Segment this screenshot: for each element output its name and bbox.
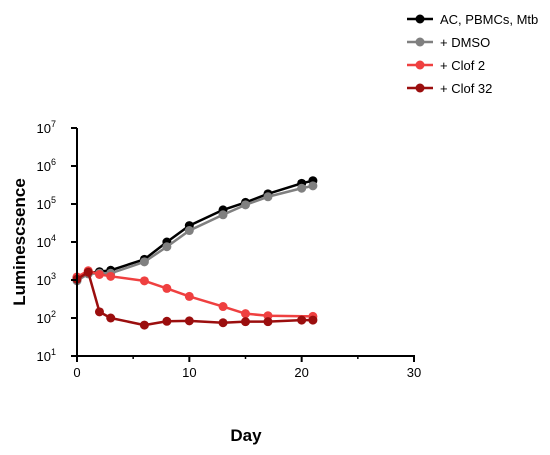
series-1 <box>72 181 318 286</box>
y-tick-label: 104 <box>37 233 56 250</box>
y-tick-exponent: 5 <box>51 195 56 205</box>
data-point <box>241 200 250 210</box>
y-tick-label: 102 <box>37 309 56 326</box>
legend-label: + Clof 32 <box>440 81 492 96</box>
data-point <box>184 226 194 236</box>
data-point <box>184 316 194 326</box>
x-tick-label: 20 <box>294 365 308 380</box>
data-point <box>162 242 172 252</box>
y-tick-base: 10 <box>37 235 51 250</box>
y-tick-base: 10 <box>37 159 51 174</box>
y-tick-label: 107 <box>37 119 56 136</box>
y-tick-exponent: 7 <box>51 119 56 129</box>
y-tick-exponent: 4 <box>51 233 56 243</box>
legend-label: + Clof 2 <box>440 58 485 73</box>
data-point <box>263 317 273 327</box>
data-point <box>297 183 307 193</box>
y-tick-exponent: 1 <box>51 347 56 357</box>
data-point <box>241 317 250 327</box>
legend-swatch-marker <box>415 37 425 47</box>
y-tick-base: 10 <box>37 197 51 212</box>
data-point <box>218 302 228 312</box>
y-tick-label: 105 <box>37 195 56 212</box>
plot-area <box>72 176 318 330</box>
x-tick-label: 0 <box>73 365 80 380</box>
y-tick-label: 103 <box>37 271 56 288</box>
series-line <box>76 270 313 327</box>
data-point <box>162 316 172 326</box>
legend-swatch-marker <box>415 60 425 70</box>
y-tick-base: 10 <box>37 273 51 288</box>
data-point <box>241 309 250 319</box>
legend-swatch-marker <box>415 83 425 93</box>
data-point <box>94 269 104 279</box>
data-point <box>106 271 116 281</box>
data-point <box>94 307 104 317</box>
data-point <box>308 181 318 191</box>
x-tick-label: 10 <box>182 365 196 380</box>
y-tick-base: 10 <box>37 349 51 364</box>
y-tick-exponent: 2 <box>51 309 56 319</box>
y-tick-label: 101 <box>37 347 56 364</box>
data-point <box>297 315 307 325</box>
data-point <box>218 318 228 328</box>
legend-item: + Clof 32 <box>407 81 492 96</box>
series-2 <box>72 266 318 321</box>
data-point <box>83 267 93 277</box>
legend-item: + Clof 2 <box>407 58 485 73</box>
legend-item: + DMSO <box>407 35 490 50</box>
data-point <box>263 192 273 202</box>
y-tick-base: 10 <box>37 311 51 326</box>
data-point <box>139 257 149 267</box>
data-point <box>162 283 172 293</box>
legend-item: AC, PBMCs, Mtb <box>407 12 538 27</box>
legend-label: + DMSO <box>440 35 490 50</box>
y-tick-base: 10 <box>37 121 51 136</box>
series-3 <box>72 267 318 330</box>
data-point <box>218 210 228 220</box>
data-point <box>308 315 318 325</box>
legend-label: AC, PBMCs, Mtb <box>440 12 538 27</box>
data-point <box>184 291 194 301</box>
y-tick-exponent: 6 <box>51 157 56 167</box>
data-point <box>106 313 116 323</box>
y-tick-exponent: 3 <box>51 271 56 281</box>
y-tick-label: 106 <box>37 157 56 174</box>
legend: AC, PBMCs, Mtb + DMSO + Clof 2 + Clof 32 <box>407 12 538 96</box>
y-axis-title: Luminescsence <box>10 178 29 306</box>
x-axis-title: Day <box>230 426 262 445</box>
data-point <box>139 276 149 286</box>
x-tick-label: 30 <box>407 365 421 380</box>
data-point <box>139 320 149 330</box>
legend-swatch-marker <box>415 14 425 24</box>
